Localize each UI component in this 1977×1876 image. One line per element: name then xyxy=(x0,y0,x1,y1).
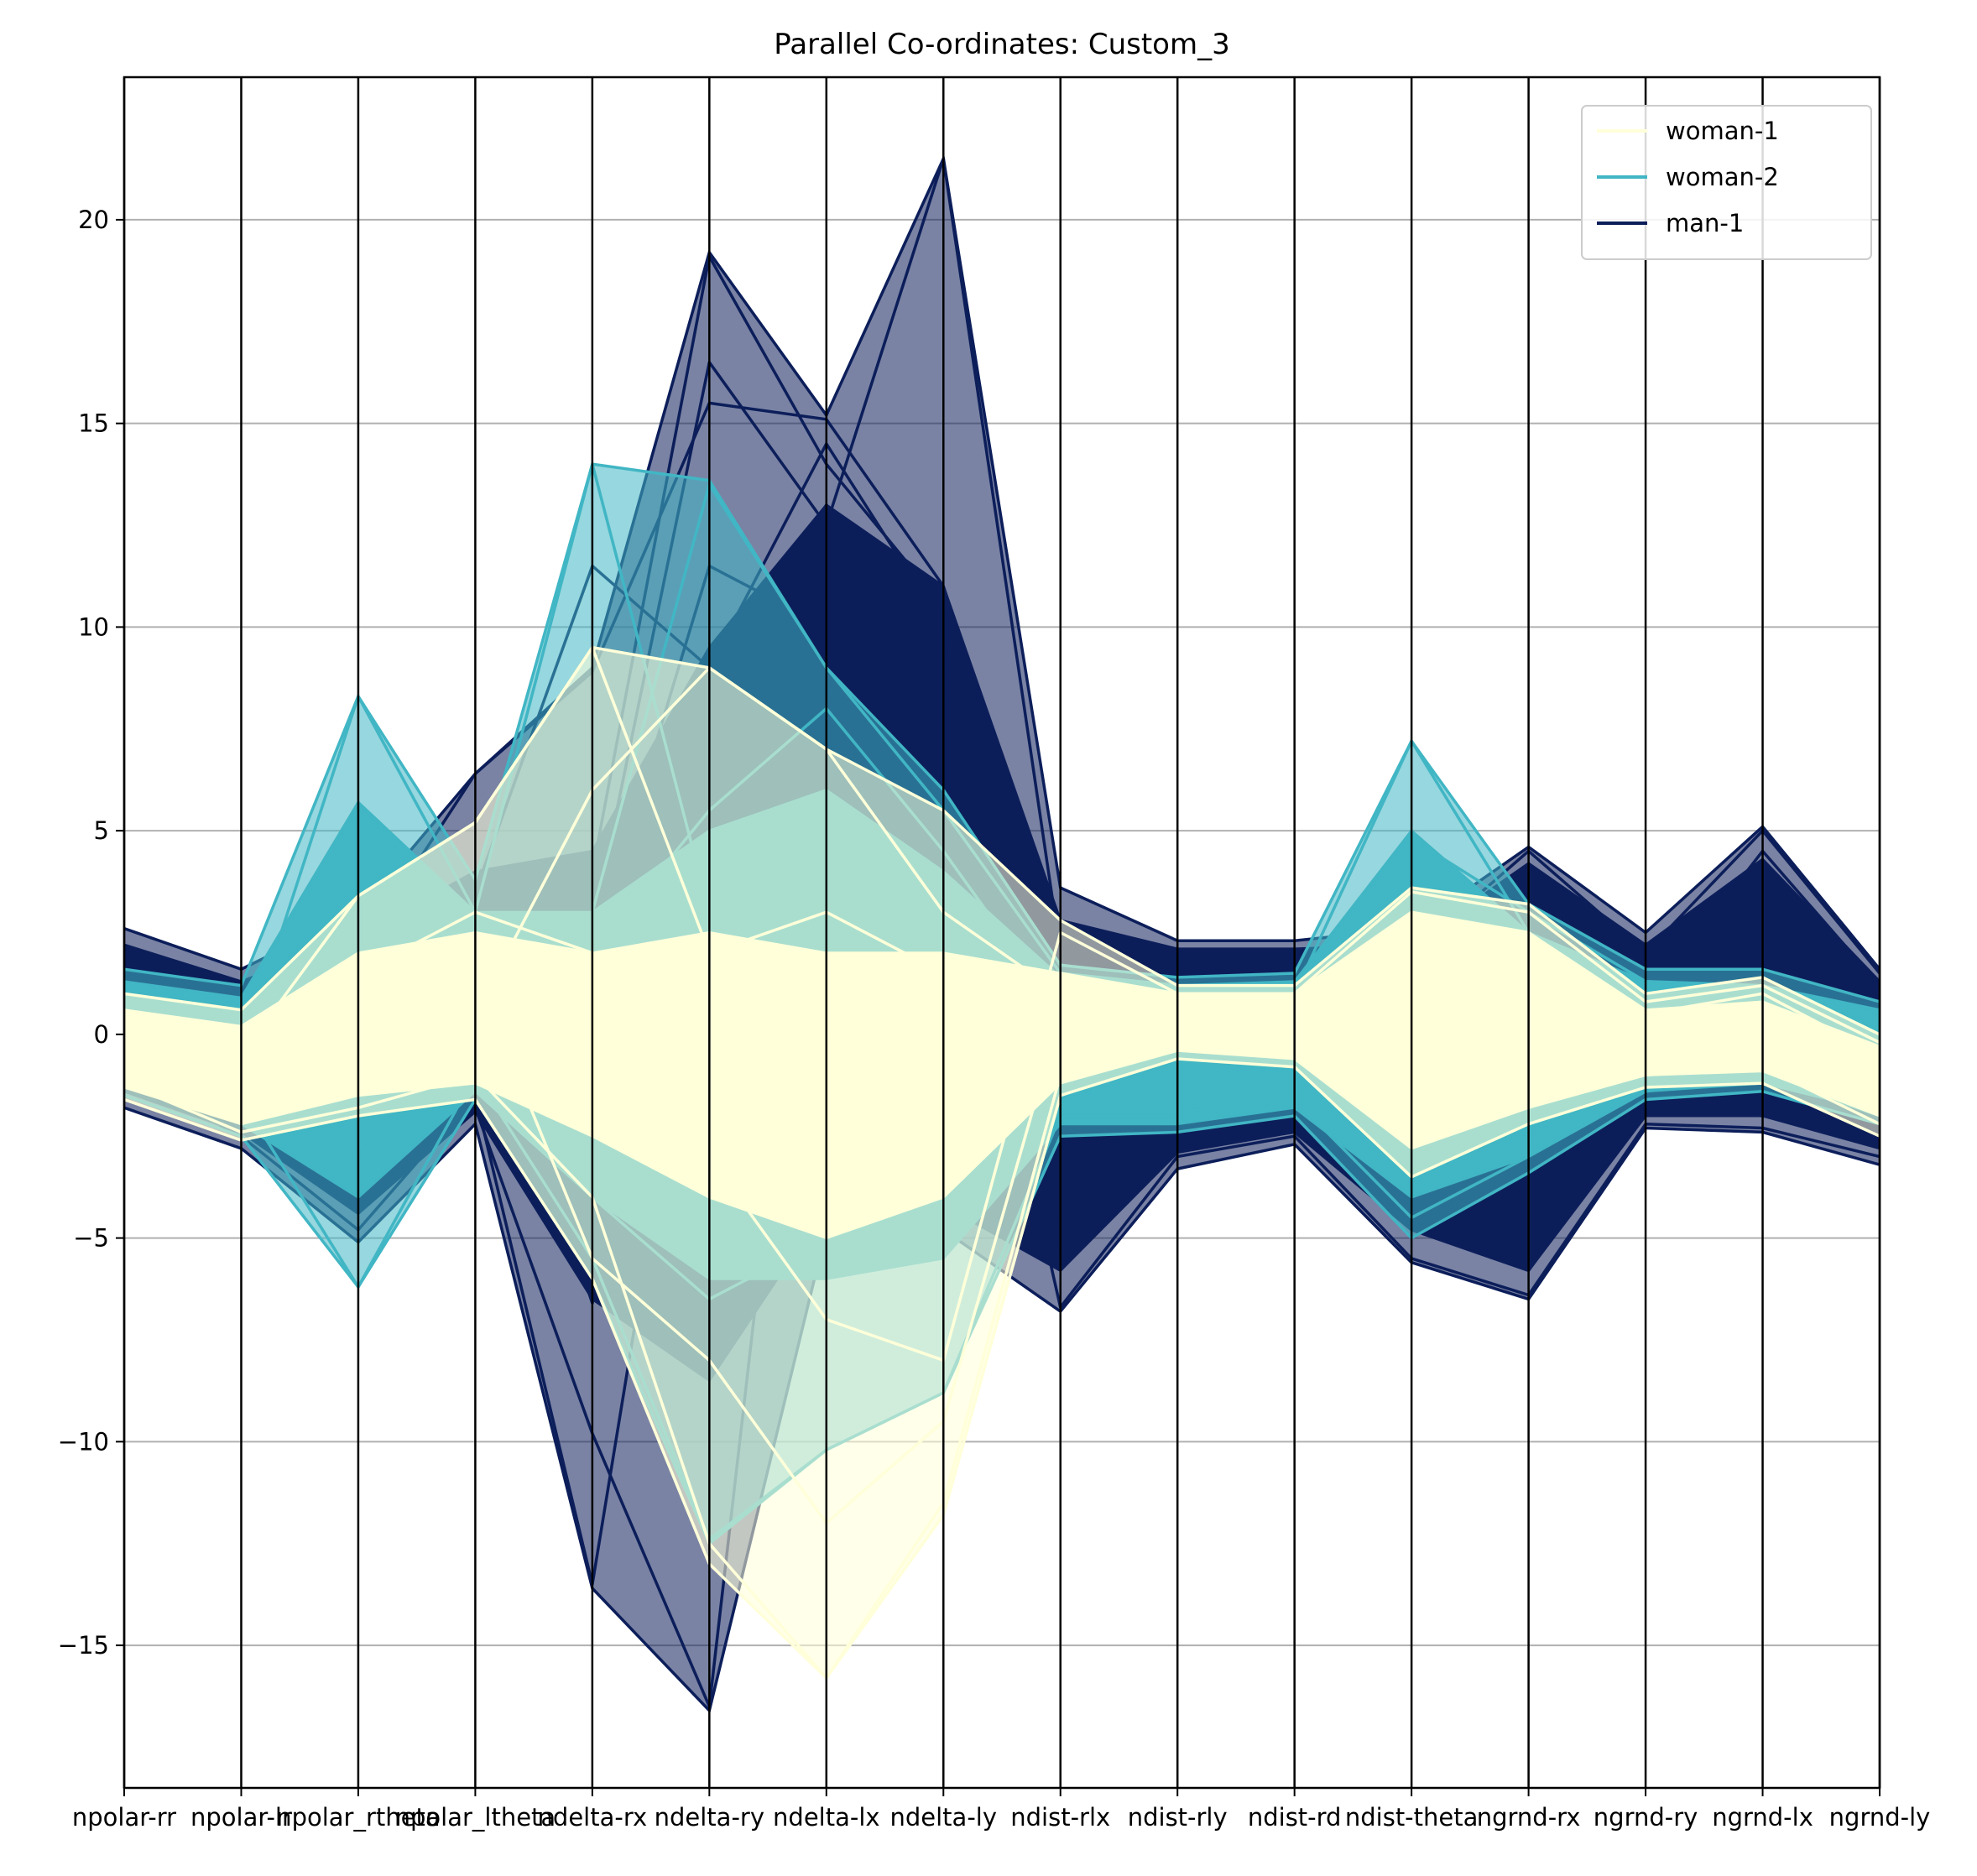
y-tick-label-2: −5 xyxy=(73,1224,109,1253)
x-tick-label-12: ngrnd-rx xyxy=(1477,1803,1581,1832)
legend-label-woman-2: woman-2 xyxy=(1666,163,1779,191)
x-tick-label-0: npolar-rr xyxy=(72,1803,176,1832)
legend-label-man-1: man-1 xyxy=(1666,209,1744,237)
series-woman-1-lower-line xyxy=(124,1057,1880,1681)
x-tick-label-8: ndist-rlx xyxy=(1010,1803,1110,1832)
series-woman-1-observation-5 xyxy=(124,992,1880,1097)
x-tick-label-5: ndelta-ry xyxy=(655,1803,764,1832)
x-tick-label-11: ndist-theta xyxy=(1345,1803,1479,1832)
legend-box xyxy=(1581,105,1872,260)
x-tick-label-10: ndist-rd xyxy=(1248,1803,1342,1832)
legend-label-woman-1: woman-1 xyxy=(1666,117,1779,145)
x-tick-label-15: ngrnd-ly xyxy=(1829,1803,1931,1832)
series-woman-1 xyxy=(124,645,1880,1681)
y-tick-label-5: 10 xyxy=(78,612,109,641)
x-tick-label-3: npolar_ltheta xyxy=(395,1803,556,1832)
x-tick-label-7: ndelta-ly xyxy=(890,1803,998,1832)
series-woman-1-observation-3 xyxy=(124,972,1880,1525)
x-tick-label-6: ndelta-lx xyxy=(773,1803,880,1832)
series-woman-1-observation-2 xyxy=(124,1045,1880,1680)
data-lines xyxy=(124,154,1880,1714)
series-woman-1-observation-4 xyxy=(124,910,1880,1363)
y-tick-label-3: 0 xyxy=(94,1020,109,1049)
plot-frame xyxy=(123,76,1881,1790)
series-woman-1-observation-0 xyxy=(124,645,1880,1056)
legend: woman-1 woman-2 man-1 xyxy=(1581,105,1872,260)
y-axis-ticks: −15 −10 −5 0 5 10 15 20 xyxy=(58,206,124,1660)
y-tick-label-6: 15 xyxy=(78,409,109,438)
x-tick-label-2: npolar_rtheta xyxy=(276,1803,440,1832)
plot-border xyxy=(123,76,1881,1790)
series-woman-1-observation-1 xyxy=(124,666,1880,1110)
x-tick-label-1: npolar-lr xyxy=(190,1803,292,1832)
y-tick-label-1: −10 xyxy=(58,1427,109,1456)
x-tick-label-13: ngrnd-ry xyxy=(1594,1803,1698,1832)
series-woman-1-envelope xyxy=(124,647,1880,1678)
y-tick-label-7: 20 xyxy=(78,206,109,234)
y-tick-label-0: −15 xyxy=(58,1631,109,1660)
x-tick-label-14: ngrnd-lx xyxy=(1712,1803,1813,1832)
chart-title: Parallel Co-ordinates: Custom_3 xyxy=(774,28,1229,61)
x-axis-ticks: npolar-rr npolar-lrnpolar_rthetanpolar_lt… xyxy=(72,1788,1930,1832)
x-tick-label-4: ndelta-rx xyxy=(538,1803,648,1832)
x-tick-label-9: ndist-rly xyxy=(1128,1803,1228,1832)
y-tick-label-4: 5 xyxy=(94,816,109,845)
